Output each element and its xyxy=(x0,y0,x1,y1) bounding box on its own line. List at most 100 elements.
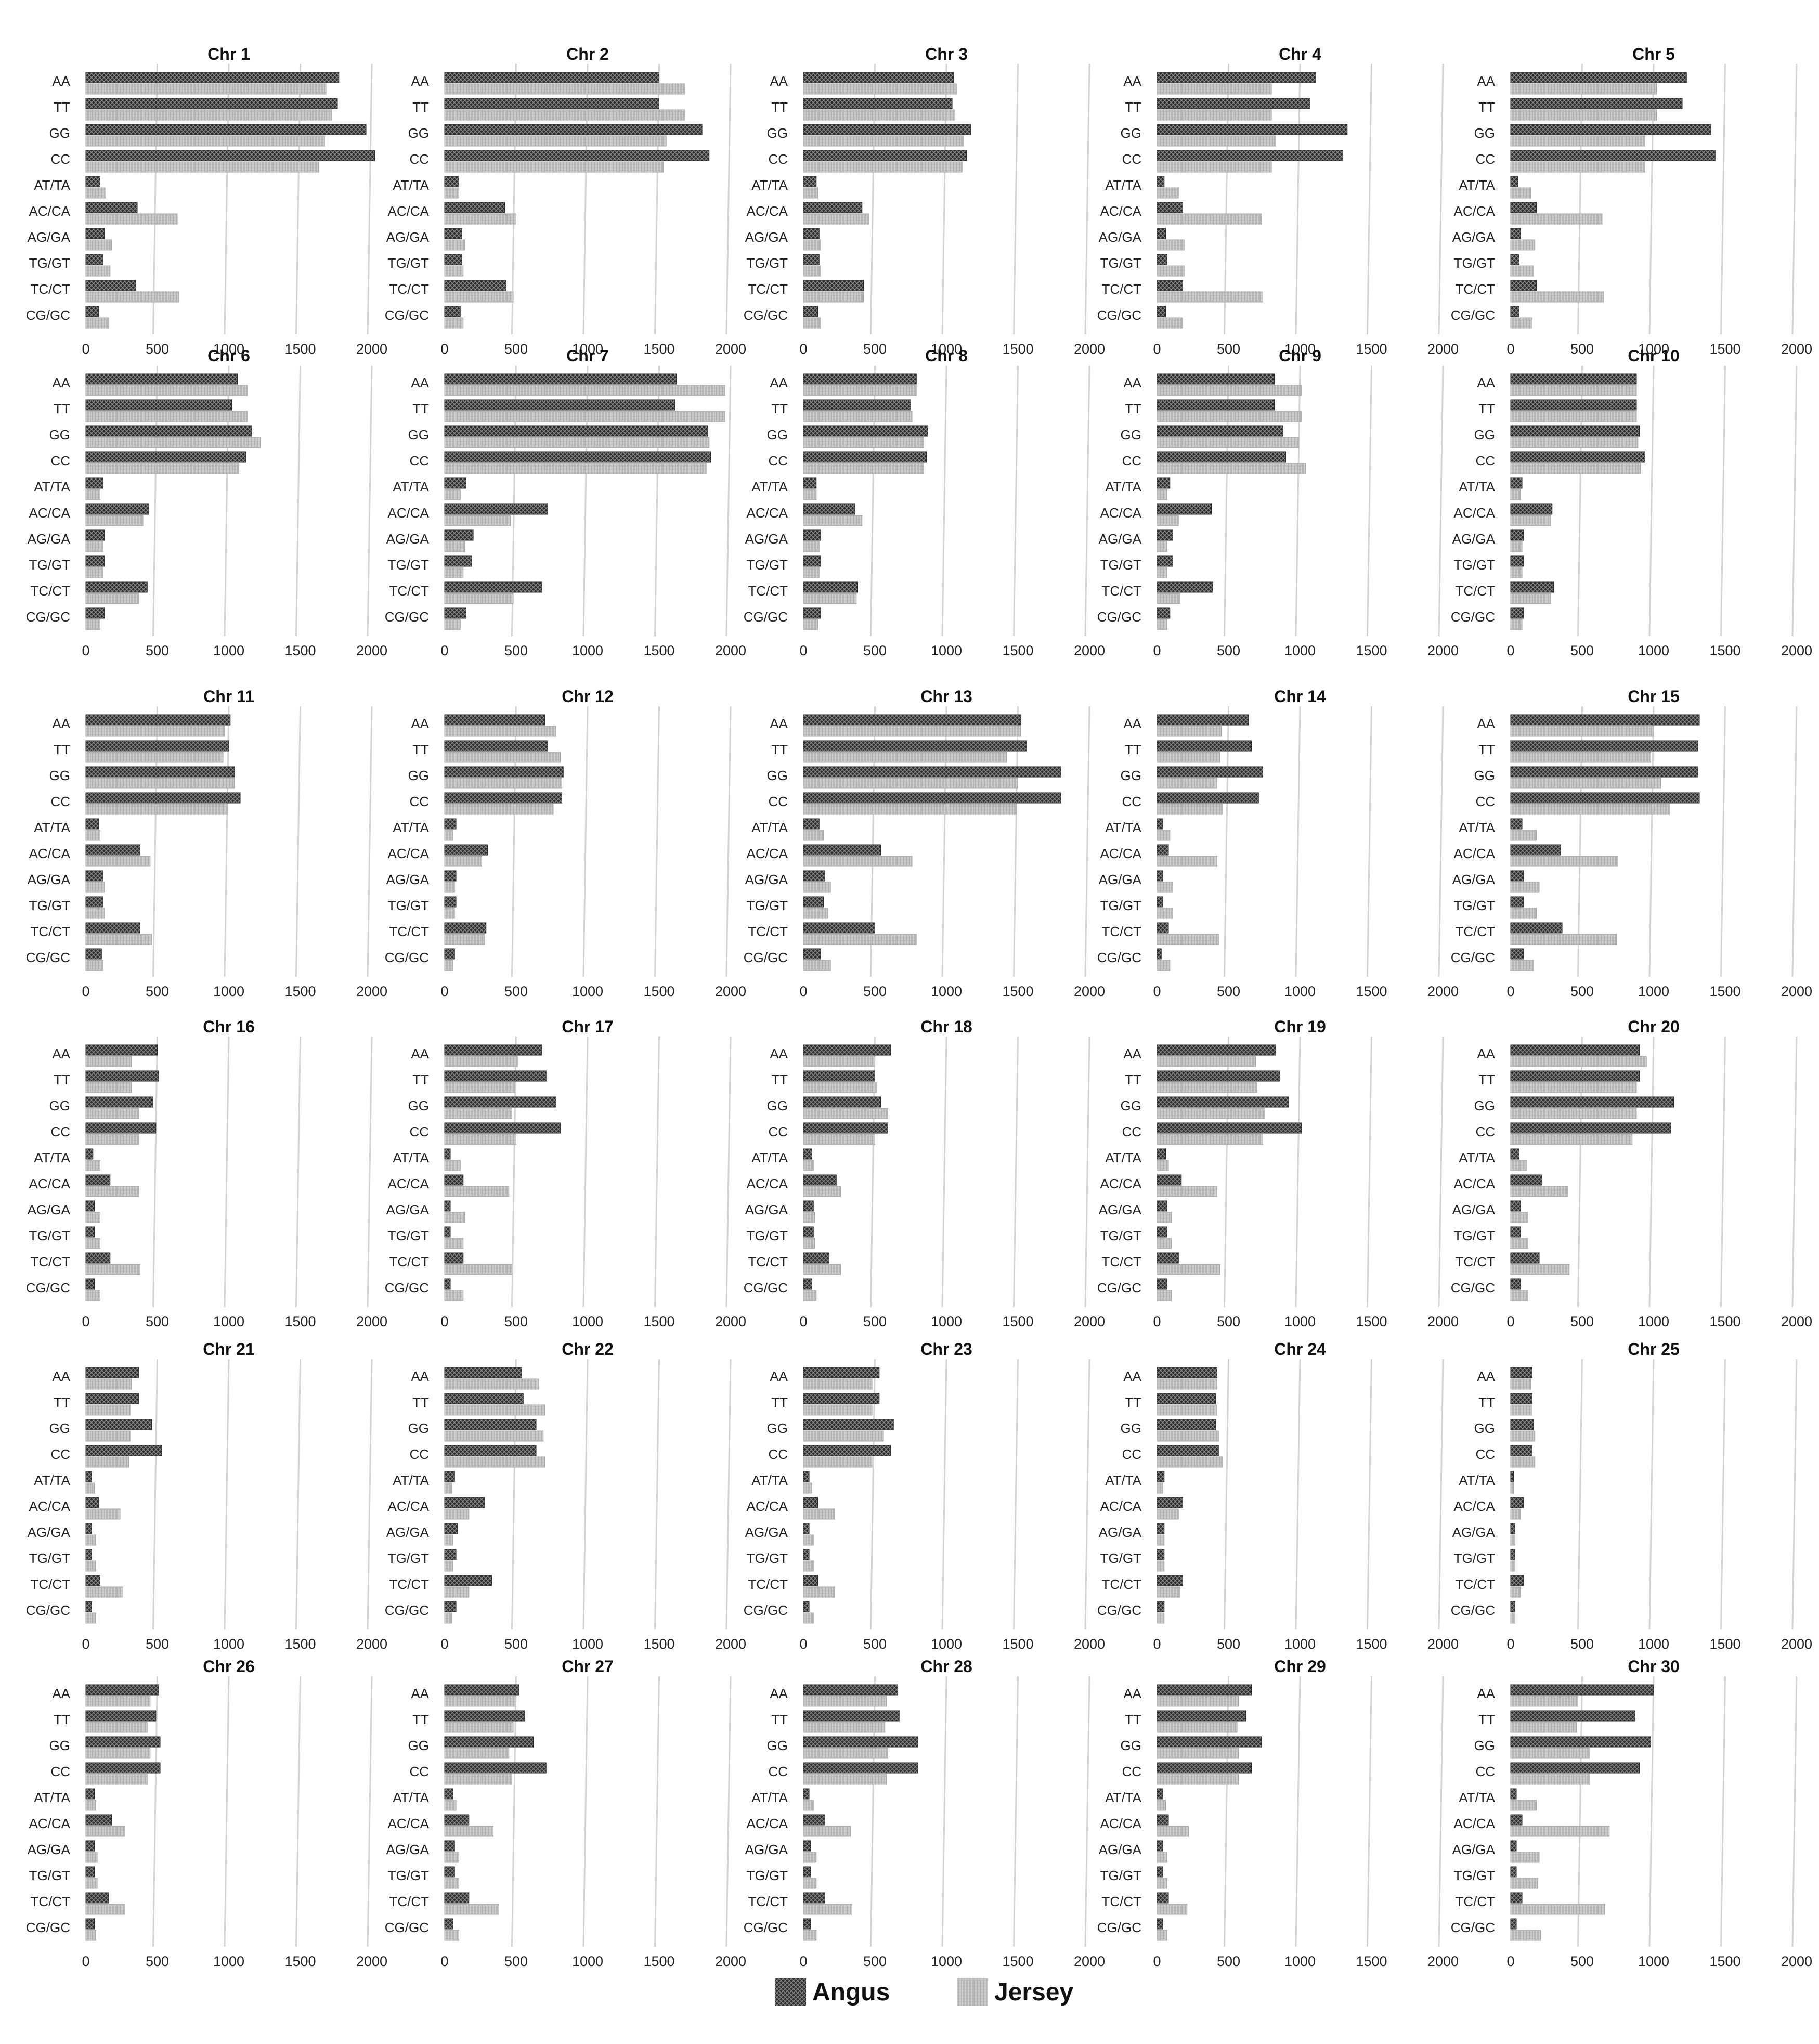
bar-angus-cc xyxy=(1510,451,1645,463)
bar-jersey-at-ta xyxy=(444,489,461,500)
category-label: TT xyxy=(1478,1712,1495,1727)
gridline xyxy=(582,1036,589,1308)
x-tick-label: 500 xyxy=(863,1954,887,1969)
x-tick-label: 500 xyxy=(504,1954,528,1969)
category-label: CG/GC xyxy=(1097,609,1141,625)
category-label: AT/TA xyxy=(393,1150,429,1166)
bar-angus-cc xyxy=(1510,1445,1532,1456)
bar-jersey-cg-gc xyxy=(444,1930,459,1941)
bar-angus-tt xyxy=(444,1710,525,1722)
category-label: AG/GA xyxy=(1452,229,1496,245)
bar-angus-aa xyxy=(85,72,340,83)
bar-jersey-cg-gc xyxy=(444,1612,452,1624)
x-tick-label: 500 xyxy=(1217,984,1240,999)
category-label: AG/GA xyxy=(1452,1202,1496,1218)
x-tick-label: 1500 xyxy=(1356,1636,1387,1652)
category-label: TC/CT xyxy=(1455,281,1495,297)
bar-angus-gg xyxy=(803,124,971,135)
bar-angus-at-ta xyxy=(1157,1148,1166,1160)
bar-angus-ag-ga xyxy=(803,1200,814,1212)
bar-jersey-aa xyxy=(803,385,917,396)
gridline xyxy=(941,1676,947,1947)
category-label: AC/CA xyxy=(1454,203,1496,219)
category-label: TT xyxy=(412,1712,429,1727)
bar-jersey-ag-ga xyxy=(1157,1534,1165,1546)
chart-chr-16: Chr 16 AA TT GG CC AT/TA AC/CA AG/GA TG/GT TC/CT C… xyxy=(0,1017,387,1329)
bar-angus-aa xyxy=(803,1367,880,1378)
x-tick-label: 2000 xyxy=(1074,643,1105,658)
bar-angus-tc-ct xyxy=(444,581,542,593)
bar-angus-cg-gc xyxy=(803,1918,811,1930)
bar-jersey-tg-gt xyxy=(444,1560,453,1572)
chart-chr-25: Chr 25 AA TT GG CC AT/TA AC/CA AG/GA TG/GT TC/CT C… xyxy=(1425,1339,1812,1652)
category-label: GG xyxy=(49,1098,70,1114)
category-label: AA xyxy=(1123,716,1141,731)
x-tick-label: 1000 xyxy=(1284,341,1316,357)
bar-jersey-cg-gc xyxy=(803,619,818,630)
bar-angus-cc xyxy=(444,150,710,161)
x-tick-label: 2000 xyxy=(1781,341,1812,357)
category-label: AT/TA xyxy=(1459,1472,1495,1488)
category-label: AG/GA xyxy=(1099,1524,1142,1540)
x-tick-label: 0 xyxy=(1506,1636,1514,1652)
category-label: CG/GC xyxy=(1097,1920,1141,1935)
legend-label-angus: Angus xyxy=(812,1978,890,2006)
x-tick-label: 0 xyxy=(440,1636,448,1652)
category-label: AT/TA xyxy=(1459,820,1495,835)
bar-jersey-ag-ga xyxy=(85,1534,96,1546)
category-label: CG/GC xyxy=(385,307,429,323)
bar-jersey-ac-ca xyxy=(85,856,151,867)
x-tick-label: 0 xyxy=(82,1954,89,1969)
bar-angus-cc xyxy=(85,150,375,161)
bar-angus-gg xyxy=(803,1736,918,1748)
gridline xyxy=(1648,706,1655,977)
bar-angus-tt xyxy=(1510,740,1698,752)
gridline xyxy=(1295,365,1301,637)
gridline xyxy=(1295,1359,1301,1630)
gridline xyxy=(1648,365,1655,637)
bar-jersey-cc xyxy=(444,161,664,173)
category-label: TG/GT xyxy=(1454,1868,1496,1883)
bar-jersey-tc-ct xyxy=(803,593,857,604)
bar-jersey-cg-gc xyxy=(1157,1930,1167,1941)
bar-jersey-aa xyxy=(85,385,248,396)
bar-jersey-tg-gt xyxy=(1510,1878,1538,1889)
gridline xyxy=(367,706,373,977)
bar-angus-ag-ga xyxy=(1510,228,1521,239)
category-label: AA xyxy=(1123,375,1141,391)
bar-jersey-ag-ga xyxy=(1510,882,1540,893)
category-label: AA xyxy=(52,1686,70,1701)
bar-angus-at-ta xyxy=(803,1788,810,1800)
category-label: CC xyxy=(1475,453,1495,469)
x-tick-label: 2000 xyxy=(356,984,387,999)
x-tick-label: 0 xyxy=(1153,341,1161,357)
bar-angus-aa xyxy=(1510,1367,1532,1378)
x-tick-label: 1000 xyxy=(1284,643,1316,658)
category-label: AA xyxy=(52,1368,70,1384)
bar-angus-aa xyxy=(85,1367,139,1378)
x-tick-label: 0 xyxy=(1506,984,1514,999)
category-label: TG/GT xyxy=(388,1228,430,1244)
x-tick-label: 1500 xyxy=(284,1314,316,1329)
bar-jersey-tg-gt xyxy=(85,1560,96,1572)
x-tick-label: 2000 xyxy=(715,984,746,999)
bar-jersey-gg xyxy=(1157,437,1299,448)
category-label: TC/CT xyxy=(1101,1254,1141,1270)
bar-angus-cc xyxy=(444,1122,561,1134)
category-label: GG xyxy=(1474,1738,1495,1753)
bar-jersey-tt xyxy=(85,752,224,763)
chart-chr-15: Chr 15 AA TT GG CC AT/TA AC/CA AG/GA TG/GT TC/CT C… xyxy=(1425,687,1812,999)
bar-angus-tt xyxy=(444,399,675,411)
gridline xyxy=(295,1036,301,1308)
bar-angus-tg-gt xyxy=(1510,896,1524,908)
x-tick-label: 1500 xyxy=(1002,1314,1033,1329)
bar-angus-ac-ca xyxy=(85,844,140,856)
bar-jersey-ag-ga xyxy=(1510,1852,1540,1863)
gridline xyxy=(1577,1359,1583,1630)
bar-angus-at-ta xyxy=(1157,1471,1165,1482)
category-label: TC/CT xyxy=(1101,281,1141,297)
category-label: GG xyxy=(767,1738,788,1753)
bar-angus-tg-gt xyxy=(803,896,824,908)
category-label: GG xyxy=(49,768,70,783)
bar-angus-tc-ct xyxy=(1157,922,1169,934)
